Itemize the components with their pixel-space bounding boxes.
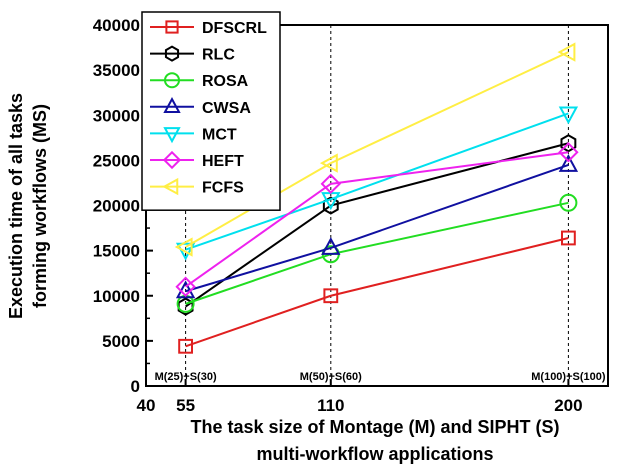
y-tick-label: 0 — [131, 377, 140, 396]
legend-entry-cwsa: CWSA — [150, 96, 251, 117]
x-annotation: M(100)+S(100) — [531, 371, 606, 383]
series-dfscrl — [178, 230, 576, 354]
series-lines — [174, 42, 579, 354]
y-tick-label: 35000 — [93, 61, 140, 80]
x-tick-label: 40 — [137, 396, 156, 415]
axis-ticks: 0 5000 10000 15000 20000 25000 30000 35000 40000… — [93, 16, 583, 415]
series-line — [185, 163, 569, 293]
legend-label: CWSA — [202, 100, 251, 117]
series-heft — [175, 142, 579, 297]
legend-label: RLC — [202, 47, 235, 64]
marker-hexagon — [164, 45, 180, 62]
legend-label: HEFT — [202, 153, 244, 170]
legend-label: ROSA — [202, 73, 249, 90]
marker-diamond — [558, 142, 579, 163]
x-tick-label: 110 — [317, 396, 344, 415]
legend-entry-fcfs: FCFS — [150, 177, 244, 197]
legend: DFSCRL RLC ROSA CWSA MCT HEFT FCFS — [141, 11, 281, 211]
legend-label: FCFS — [202, 180, 244, 197]
series-cwsa — [175, 153, 579, 299]
y-tick-label: 15000 — [93, 242, 140, 261]
series-line — [185, 237, 569, 348]
marker-triangle-left — [174, 237, 193, 257]
marker-circle — [164, 72, 180, 89]
marker-triangle-down — [163, 127, 181, 144]
marker-diamond — [320, 173, 342, 195]
marker-triangle-up — [321, 237, 341, 255]
y-axis-title-line1: Execution time of all tasks — [6, 93, 26, 319]
legend-entry-rlc: RLC — [150, 45, 235, 64]
legend-entry-mct: MCT — [150, 126, 237, 143]
x-axis-title-line1: The task size of Montage (M) and SIPHT (… — [190, 417, 559, 437]
series-line — [185, 142, 569, 308]
marker-triangle-left — [319, 153, 338, 173]
y-axis-title-line2: forming workflows (MS) — [30, 104, 50, 308]
y-tick-label: 5000 — [102, 332, 140, 351]
legend-label: DFSCRL — [202, 20, 267, 37]
marker-diamond — [175, 276, 196, 297]
marker-triangle-down — [175, 242, 196, 261]
x-tick-label: 55 — [176, 396, 195, 415]
marker-square — [561, 230, 576, 246]
y-tick-label: 30000 — [93, 106, 140, 125]
marker-square — [165, 20, 179, 34]
series-line — [185, 151, 569, 288]
y-tick-label: 40000 — [93, 16, 140, 35]
legend-entry-heft: HEFT — [150, 150, 244, 170]
series-line — [185, 112, 569, 251]
x-axis-title-line2: multi-workflow applications — [256, 444, 493, 464]
legend-entry-dfscrl: DFSCRL — [150, 20, 267, 37]
y-tick-label: 10000 — [93, 287, 140, 306]
x-annotation: M(25)+S(30) — [155, 371, 217, 383]
marker-triangle-up — [558, 153, 579, 172]
series-fcfs — [174, 42, 576, 257]
marker-triangle-left — [557, 42, 576, 62]
y-tick-label: 25000 — [93, 151, 140, 170]
marker-triangle-up — [175, 280, 196, 299]
marker-square — [323, 288, 339, 304]
marker-triangle-up — [163, 96, 181, 114]
marker-hexagon — [560, 134, 577, 153]
legend-label: MCT — [202, 126, 237, 143]
marker-triangle-left — [162, 177, 179, 196]
series-line — [185, 201, 569, 305]
x-annotation: M(50)+S(60) — [300, 371, 362, 383]
axis-titles: The task size of Montage (M) and SIPHT (… — [6, 93, 560, 464]
y-tick-label: 20000 — [93, 197, 140, 216]
legend-entry-rosa: ROSA — [150, 72, 249, 90]
x-tick-label: 200 — [554, 396, 582, 415]
marker-circle — [559, 193, 578, 212]
series-rosa — [176, 193, 578, 313]
marker-triangle-down — [558, 106, 579, 125]
x-annotations: M(25)+S(30) M(50)+S(60) M(100)+S(100) — [155, 371, 606, 383]
series-line — [185, 51, 569, 248]
marker-diamond — [162, 150, 182, 170]
marker-square — [178, 338, 193, 354]
